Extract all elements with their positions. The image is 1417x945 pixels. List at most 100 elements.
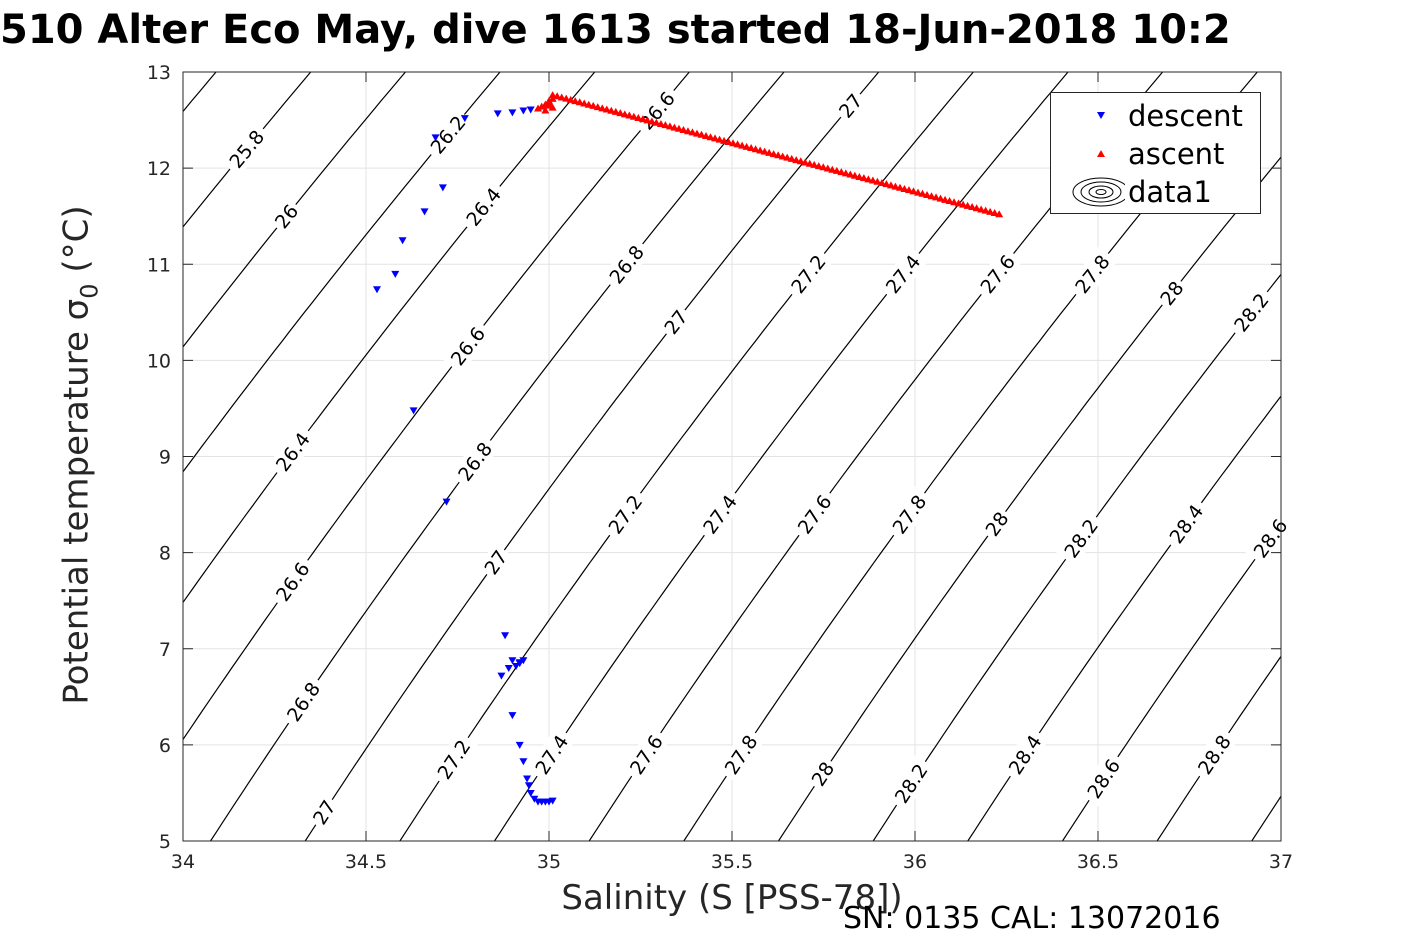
contour-label-bg	[831, 86, 870, 125]
ascent-point	[747, 144, 756, 152]
ascent-point	[706, 133, 715, 141]
axis-ticks: 34 34.5 35 35.5 36 36.5 37 5 6 7 8 9 10 11 12 13	[147, 62, 1293, 873]
ascent-point	[584, 100, 593, 108]
ascent-point	[751, 145, 760, 153]
y-axis-label-text: Potential temperature	[56, 331, 97, 705]
ascent-point	[977, 205, 986, 213]
ascent-point	[895, 183, 904, 191]
contour-label-bg	[1152, 273, 1191, 313]
ascent-point	[629, 112, 638, 120]
contour-label-bg	[657, 302, 695, 342]
ascent-point	[638, 115, 647, 123]
ascent-point	[580, 99, 589, 107]
descent-point	[398, 237, 407, 245]
descent-point	[523, 775, 532, 783]
ascent-point	[557, 93, 566, 101]
ascent-point	[918, 189, 927, 197]
ascent-point	[548, 91, 557, 99]
y-tick-label: 6	[159, 735, 171, 757]
ascent-point	[679, 125, 688, 133]
ascent-point	[647, 117, 656, 125]
contour-label-bg	[884, 486, 935, 543]
descent-point	[515, 741, 524, 749]
ascent-point	[904, 186, 913, 194]
ascent-point	[656, 119, 665, 127]
ascent-point	[724, 138, 733, 146]
contour-label-bg	[442, 318, 494, 374]
descent-point	[442, 498, 451, 506]
ascent-point	[643, 116, 652, 124]
ascent-point	[941, 195, 950, 203]
ascent-point	[850, 171, 859, 179]
ascent-point	[891, 182, 900, 190]
ascent-point	[760, 147, 769, 155]
density-contour-line	[304, 72, 880, 841]
contour-label-bg	[716, 726, 766, 783]
descent-point	[548, 797, 557, 805]
x-tick-label: 37	[1269, 851, 1293, 873]
ascent-point	[819, 163, 828, 171]
contour-label-bg	[1079, 750, 1128, 807]
y-tick-label: 9	[159, 447, 171, 469]
y-axis-label-unit: (°C)	[56, 205, 97, 273]
ascent-point	[882, 180, 891, 188]
ascent-point	[963, 201, 972, 209]
ascent-point	[968, 203, 977, 211]
ascent-point	[634, 113, 643, 121]
ascent-point	[778, 152, 787, 160]
legend-label-ascent: ascent	[1128, 137, 1225, 171]
ascent-point	[936, 194, 945, 202]
ascent-point	[692, 129, 701, 137]
ascent-point	[909, 187, 918, 195]
ascent-point	[801, 158, 810, 166]
contour-label-bg	[1055, 510, 1106, 567]
ascent-point	[566, 95, 575, 103]
x-tick-label: 35	[537, 851, 561, 873]
x-tick-label: 36	[903, 851, 927, 873]
x-tick-label: 34.5	[345, 851, 387, 873]
descent-point	[524, 782, 533, 790]
ascent-point	[571, 97, 580, 105]
ascent-point	[562, 94, 571, 102]
descent-point	[512, 663, 521, 671]
ascent-point	[683, 127, 692, 135]
legend-item-data1: data1	[1051, 173, 1260, 211]
contour-label-bg	[886, 754, 936, 812]
ascent-point	[665, 122, 674, 130]
ascent-point	[674, 124, 683, 132]
descent-point	[460, 115, 469, 123]
contour-label-bg	[278, 673, 328, 730]
descent-point	[391, 270, 400, 278]
legend-label-descent: descent	[1128, 99, 1243, 133]
contour-label-bg	[600, 236, 652, 293]
ascent-point	[598, 104, 607, 112]
y-axis-label-subscript: 0	[75, 283, 104, 299]
legend-marker-ascent	[1097, 150, 1105, 157]
ascent-point	[927, 192, 936, 200]
ascent-point	[548, 94, 557, 102]
density-contour-line	[183, 72, 501, 473]
legend-item-ascent: ascent	[1051, 135, 1260, 173]
ascent-point	[661, 121, 670, 129]
ascent-point	[986, 207, 995, 215]
x-tick-label: 34	[171, 851, 195, 873]
contour-label-bg	[421, 106, 474, 163]
ascent-point	[774, 151, 783, 159]
ascent-point	[832, 166, 841, 174]
ascent-point	[589, 101, 598, 109]
ascent-point	[859, 174, 868, 182]
y-tick-label: 7	[159, 639, 171, 661]
ascent-point	[846, 170, 855, 178]
ascent-point	[981, 206, 990, 214]
contour-label-bg	[978, 504, 1016, 543]
ascent-point	[868, 176, 877, 184]
ascent-point	[814, 162, 823, 170]
contour-label-bg	[220, 121, 273, 177]
descent-point	[438, 184, 447, 192]
y-tick-label: 12	[147, 158, 171, 180]
contour-label-bg	[267, 196, 306, 236]
ascent-point	[541, 106, 550, 114]
contour-label-bg	[1000, 726, 1050, 783]
ascent-point	[575, 98, 584, 106]
ascent-point	[756, 146, 765, 154]
